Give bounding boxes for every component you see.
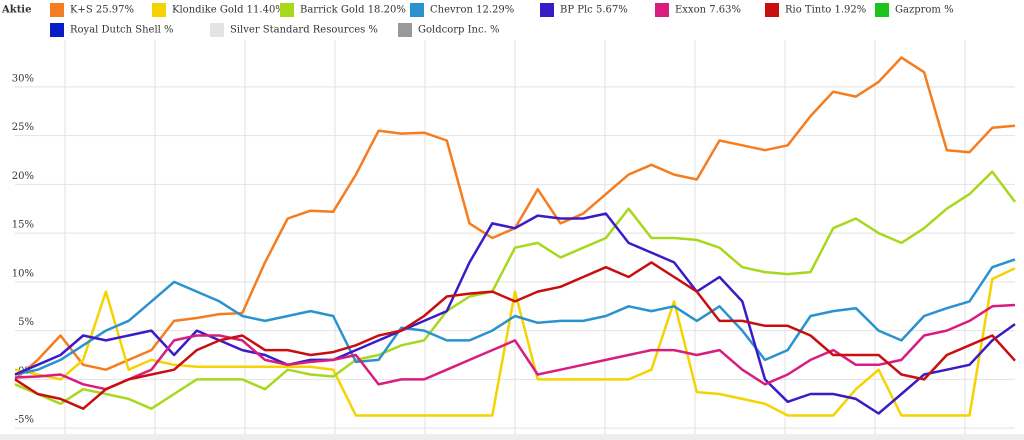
legend-label: Exxon 7.63% (675, 5, 741, 16)
legend-swatch (50, 3, 64, 17)
y-tick-label: 30% (12, 73, 34, 84)
y-tick-label: -5% (15, 415, 34, 426)
y-tick-label: 5% (18, 317, 34, 328)
legend-swatch (655, 3, 669, 17)
legend-label: Barrick Gold 18.20% (300, 5, 406, 16)
legend-swatch (875, 3, 889, 17)
footer-bar (0, 434, 1024, 440)
y-tick-label: 25% (12, 122, 34, 133)
legend-label: Royal Dutch Shell % (70, 25, 174, 36)
legend-swatch (410, 3, 424, 17)
series-line (14, 261, 1016, 410)
y-tick-label: 20% (12, 171, 34, 182)
legend-title: Aktie (1, 5, 31, 16)
legend-swatch (540, 3, 554, 17)
legend-swatch (280, 3, 294, 17)
vertical-grid (64, 40, 966, 436)
legend-label: Gazprom % (895, 5, 954, 16)
legend-swatch (50, 23, 64, 37)
legend-swatch (398, 23, 412, 37)
legend-label: Chevron 12.29% (430, 5, 514, 16)
legend-swatch (152, 3, 166, 17)
legend-label: Klondike Gold 11.40% (172, 5, 285, 16)
y-tick-label: 10% (12, 268, 34, 279)
y-tick-label: 15% (12, 220, 34, 231)
legend-label: Rio Tinto 1.92% (785, 5, 866, 16)
legend-label: Goldcorp Inc. % (418, 25, 499, 36)
legend-label: Silver Standard Resources % (230, 25, 378, 36)
series-line (14, 170, 1016, 410)
legend-swatch (765, 3, 779, 17)
series-line (14, 258, 1016, 376)
series-line (14, 212, 1016, 415)
series-line (14, 303, 1016, 391)
legend-label: BP Plc 5.67% (560, 5, 628, 16)
legend-label: K+S 25.97% (70, 5, 134, 16)
legend-swatch (210, 23, 224, 37)
